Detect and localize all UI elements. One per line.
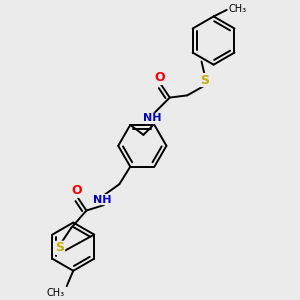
Text: CH₃: CH₃ — [229, 4, 247, 14]
Text: NH: NH — [92, 195, 111, 205]
Text: CH₃: CH₃ — [46, 288, 64, 298]
Text: NH: NH — [143, 113, 161, 123]
Text: O: O — [71, 184, 82, 197]
Text: S: S — [200, 74, 209, 86]
Text: S: S — [56, 241, 64, 254]
Text: O: O — [154, 71, 165, 84]
